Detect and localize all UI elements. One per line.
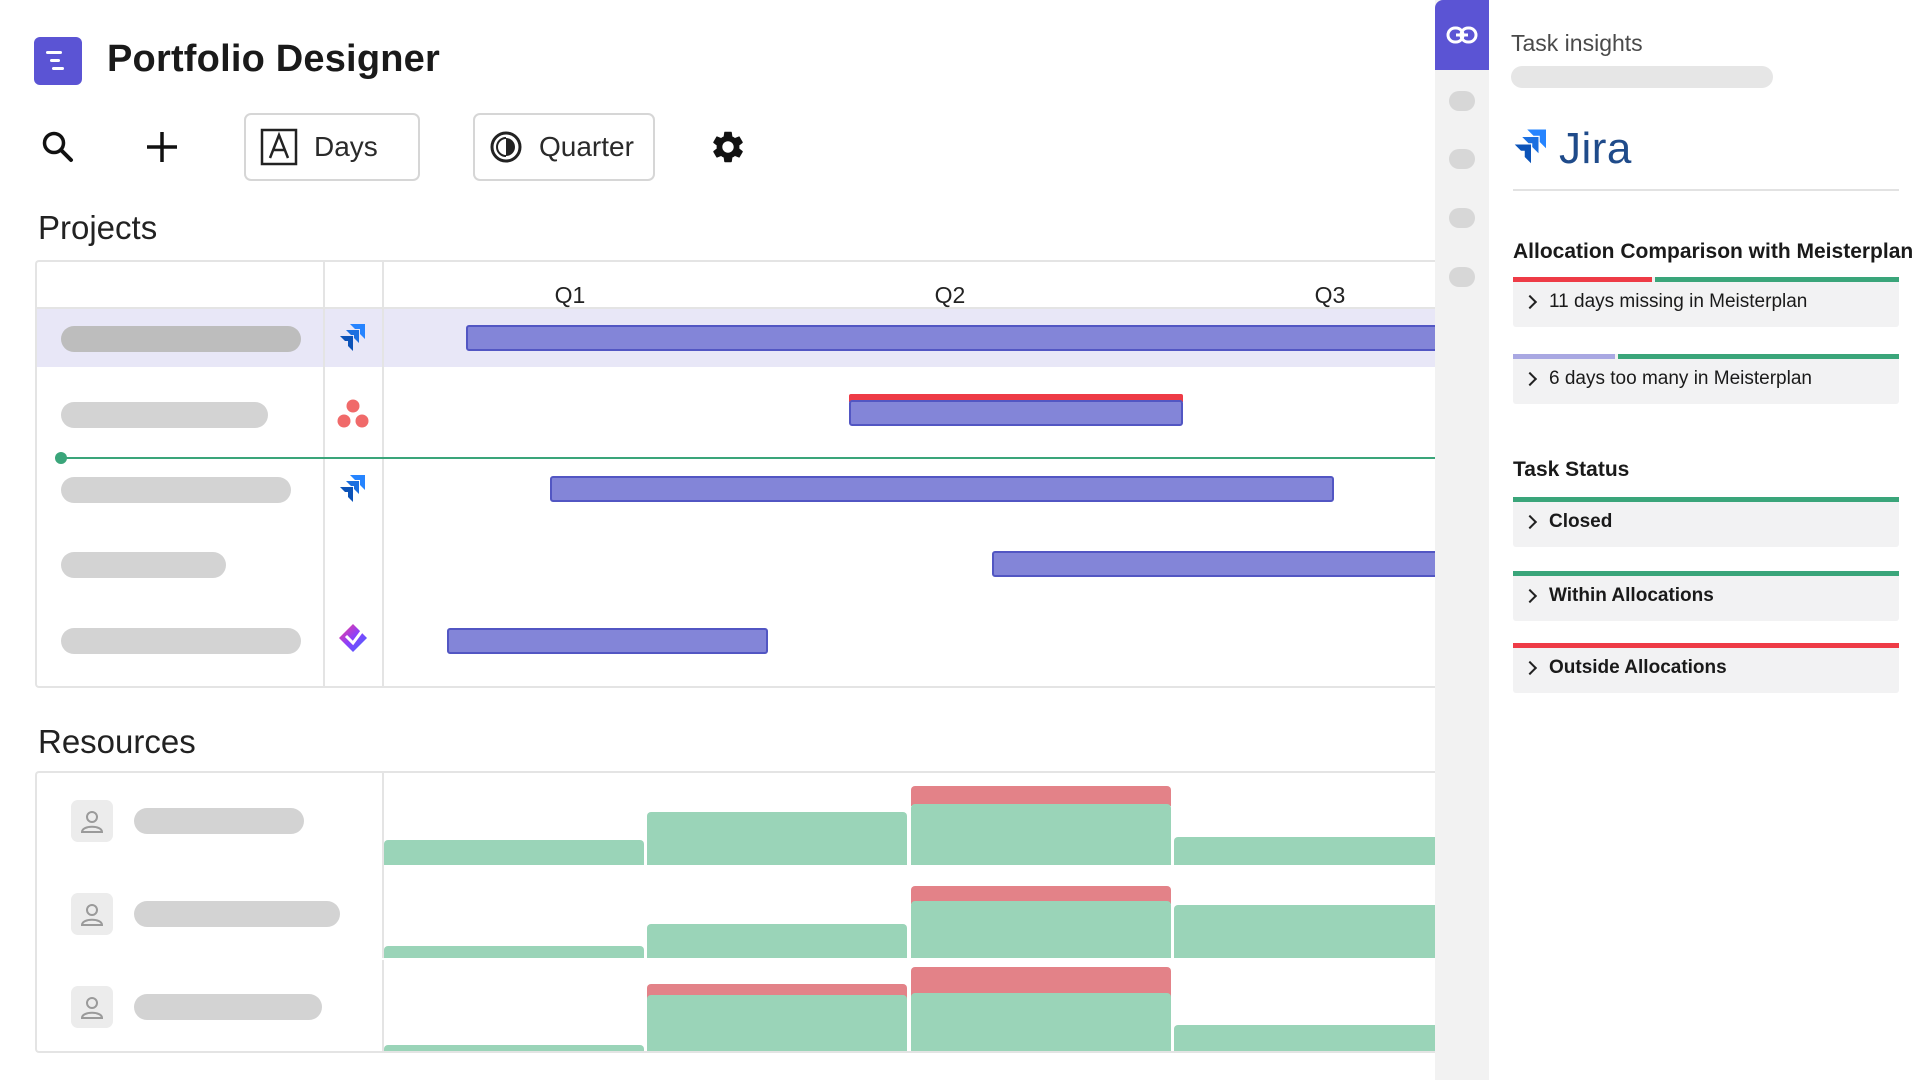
days-unit-button[interactable]: Days [244, 113, 420, 181]
milestone-line [61, 457, 1435, 459]
chevron-right-icon [1522, 588, 1538, 604]
capacity-bar [1174, 905, 1435, 958]
days-unit-label: Days [314, 131, 378, 162]
project-bar[interactable] [849, 400, 1183, 426]
app-title: Portfolio Designer [107, 38, 440, 80]
capacity-bar [911, 993, 1171, 1051]
resources-chart [35, 771, 1435, 1053]
capacity-bar [384, 946, 644, 958]
status-item-label: Closed [1549, 511, 1613, 532]
plus-icon[interactable] [140, 125, 184, 169]
status-item-label: Outside Allocations [1549, 657, 1727, 678]
chevron-right-icon [1522, 660, 1538, 676]
quarter-period-label: Quarter [539, 131, 634, 162]
letter-a-box-icon [260, 128, 298, 166]
allocation-item-label: 6 days too many in Meisterplan [1549, 368, 1812, 389]
integration-name: Jira [1559, 124, 1632, 173]
resource-name-placeholder [134, 901, 340, 927]
half-circle-icon [489, 130, 523, 164]
panel-title: Task insights [1511, 30, 1643, 56]
capacity-bar [647, 924, 907, 958]
capacity-bar [384, 840, 644, 865]
project-name-placeholder [61, 628, 301, 654]
insights-tab[interactable] [1449, 149, 1475, 169]
status-item-outside-allocations[interactable]: Outside Allocations [1513, 643, 1899, 693]
resource-name-placeholder [134, 994, 322, 1020]
projects-heading: Projects [38, 209, 158, 246]
resource-name-placeholder [134, 808, 304, 834]
capacity-bar [647, 812, 907, 865]
jira-icon [335, 320, 371, 356]
project-bar[interactable] [466, 325, 1435, 351]
quarter-label-q3: Q3 [1314, 282, 1346, 308]
chevron-right-icon [1522, 371, 1538, 387]
insights-tab-strip [1435, 0, 1489, 1080]
capacity-bar [911, 804, 1171, 865]
user-icon [71, 986, 113, 1028]
capacity-bar [384, 1045, 644, 1051]
project-name-placeholder [61, 326, 301, 352]
asana-icon [335, 396, 371, 432]
allocation-item-label: 11 days missing in Meisterplan [1549, 291, 1808, 312]
allocation-item-too-many[interactable]: 6 days too many in Meisterplan [1513, 354, 1899, 404]
projects-gantt: Q1 Q2 Q3 [35, 260, 1435, 688]
project-name-placeholder [61, 402, 268, 428]
chevron-right-icon [1522, 294, 1538, 310]
overload-bar [911, 786, 1171, 806]
capacity-bar [647, 995, 907, 1051]
project-bar[interactable] [550, 476, 1334, 502]
link-icon[interactable] [1435, 0, 1489, 70]
insights-tab[interactable] [1449, 91, 1475, 111]
jira-icon [1511, 127, 1551, 172]
over-allocation-marker [849, 394, 1183, 402]
chevron-right-icon [1522, 514, 1538, 530]
insights-tab[interactable] [1449, 208, 1475, 228]
resources-heading: Resources [38, 723, 196, 760]
insights-tab[interactable] [1449, 267, 1475, 287]
project-name-placeholder [61, 477, 291, 503]
status-item-label: Within Allocations [1549, 585, 1714, 606]
project-bar[interactable] [992, 551, 1435, 577]
task-insights-panel: Task insights Jira Allocation Comparison… [1489, 0, 1921, 1080]
panel-subtitle-placeholder [1511, 66, 1773, 88]
user-icon [71, 893, 113, 935]
project-bar[interactable] [447, 628, 768, 654]
quarter-label-q1: Q1 [554, 282, 586, 308]
task-status-heading: Task Status [1513, 458, 1630, 481]
allocation-comparison-heading: Allocation Comparison with Meisterplan [1513, 240, 1914, 263]
status-item-closed[interactable]: Closed [1513, 497, 1899, 547]
jira-icon [335, 471, 371, 507]
search-icon[interactable] [36, 125, 80, 169]
project-name-placeholder [61, 552, 226, 578]
user-icon [71, 800, 113, 842]
overload-bar [911, 886, 1171, 904]
clickup-icon [335, 620, 371, 656]
overload-bar [911, 967, 1171, 997]
capacity-bar [1174, 837, 1435, 865]
capacity-bar [1174, 1025, 1435, 1051]
quarter-label-q2: Q2 [934, 282, 966, 308]
allocation-item-missing[interactable]: 11 days missing in Meisterplan [1513, 277, 1899, 327]
jira-logo: Jira [1511, 124, 1632, 174]
portfolio-designer-logo-icon [34, 37, 82, 85]
gear-icon[interactable] [706, 125, 750, 169]
status-item-within-allocations[interactable]: Within Allocations [1513, 571, 1899, 621]
quarter-period-button[interactable]: Quarter [473, 113, 655, 181]
capacity-bar [911, 901, 1171, 958]
